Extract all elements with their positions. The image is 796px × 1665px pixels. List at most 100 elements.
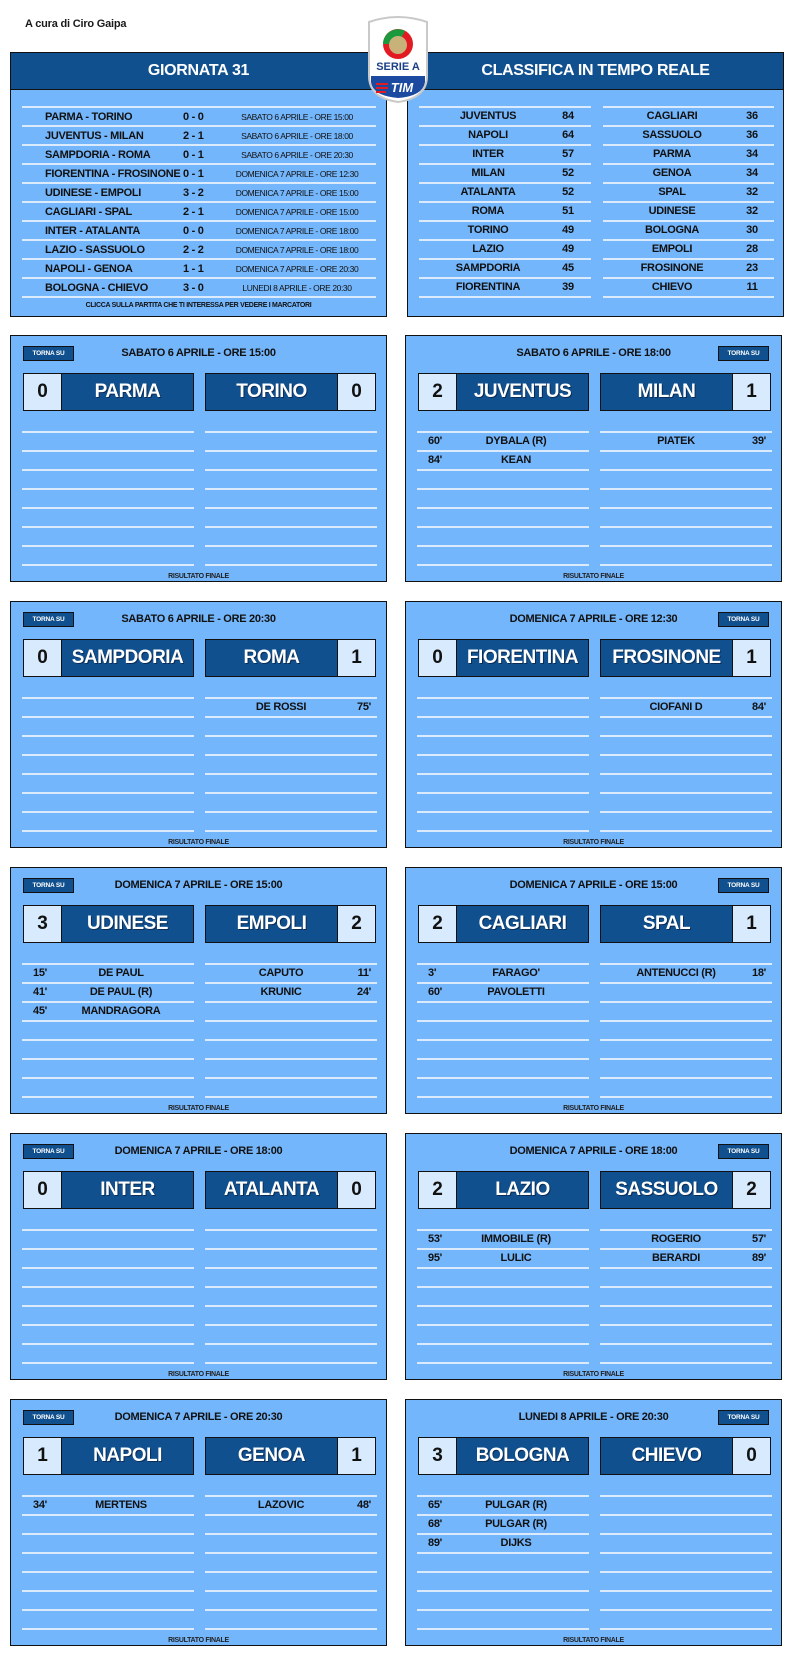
scorer-divider: [600, 811, 772, 813]
standing-team: SASSUOLO: [642, 129, 702, 141]
match-date: DOMENICA 7 APRILE - ORE 15:00: [509, 879, 678, 891]
scorer-divider: [205, 963, 377, 965]
away-team-box: MILAN 1: [600, 373, 771, 411]
match-panel: TORNA SU DOMENICA 7 APRILE - ORE 15:00 2 CA…: [405, 867, 782, 1114]
scorer-divider: [205, 982, 377, 984]
standing-points: 52: [562, 186, 574, 198]
scorer-divider: [22, 830, 194, 832]
back-to-top-button[interactable]: TORNA SU: [718, 1410, 769, 1425]
scorer-divider: [417, 1020, 589, 1022]
standing-team: CAGLIARI: [646, 110, 698, 122]
row-divider: [419, 296, 591, 298]
back-to-top-button[interactable]: TORNA SU: [718, 612, 769, 627]
fixture-row[interactable]: CAGLIARI - SPAL 2 - 1 DOMENICA 7 APRILE - …: [22, 203, 376, 222]
away-score: 2: [337, 906, 375, 942]
standing-points: 11: [746, 281, 758, 293]
fixture-row[interactable]: LAZIO - SASSUOLO 2 - 2 DOMENICA 7 APRILE -…: [22, 241, 376, 260]
fixture-teams: CAGLIARI - SPAL: [45, 206, 132, 218]
back-to-top-button[interactable]: TORNA SU: [23, 612, 74, 627]
back-to-top-button[interactable]: TORNA SU: [23, 1410, 74, 1425]
scorer-divider: [600, 1609, 772, 1611]
standing-team: FIORENTINA: [455, 281, 521, 293]
scorer-divider: [600, 469, 772, 471]
row-divider: [419, 163, 591, 165]
fixture-teams: BOLOGNA - CHIEVO: [45, 282, 148, 294]
scorer-divider: [22, 792, 194, 794]
final-result-label: RISULTATO FINALE: [563, 1371, 624, 1378]
home-score: 1: [24, 1438, 62, 1474]
fixture-row[interactable]: UDINESE - EMPOLI 3 - 2 DOMENICA 7 APRILE -…: [22, 184, 376, 203]
scorer-divider: [22, 697, 194, 699]
fixture-row[interactable]: PARMA - TORINO 0 - 0 SABATO 6 APRILE - ORE…: [22, 108, 376, 127]
back-to-top-button[interactable]: TORNA SU: [718, 878, 769, 893]
fixture-row[interactable]: FIORENTINA - FROSINONE 0 - 1 DOMENICA 7 AP…: [22, 165, 376, 184]
fixture-score: 1 - 1: [183, 263, 204, 275]
away-scorer-minute: 84': [752, 701, 766, 713]
home-score: 0: [419, 640, 457, 676]
fixture-score: 3 - 2: [183, 187, 204, 199]
scorer-divider: [417, 716, 589, 718]
home-scorer-minute: 45': [33, 1005, 47, 1017]
away-scorer-name: CAPUTO: [258, 967, 304, 979]
scorer-divider: [600, 1267, 772, 1269]
home-team-name: CAGLIARI: [478, 913, 567, 934]
back-to-top-button[interactable]: TORNA SU: [23, 346, 74, 361]
away-score: 0: [337, 1172, 375, 1208]
scorer-divider: [417, 1248, 589, 1250]
standing-team: SPAL: [658, 186, 686, 198]
scorer-divider: [22, 1552, 194, 1554]
scorer-divider: [205, 1571, 377, 1573]
fixture-score: 0 - 1: [183, 168, 204, 180]
standing-points: 34: [746, 148, 758, 160]
home-scorer-name: IMMOBILE (R): [481, 1233, 551, 1245]
scorer-divider: [600, 1495, 772, 1497]
home-team-name: FIORENTINA: [466, 647, 579, 668]
scorer-divider: [22, 1533, 194, 1535]
away-scorer-name: CIOFANI D: [649, 701, 703, 713]
scorer-divider: [600, 526, 772, 528]
scorer-divider: [205, 1020, 377, 1022]
final-result-label: RISULTATO FINALE: [168, 573, 229, 580]
home-score: 0: [24, 1172, 62, 1208]
scorer-divider: [417, 450, 589, 452]
scorer-divider: [600, 450, 772, 452]
fixture-teams: LAZIO - SASSUOLO: [45, 244, 145, 256]
match-panel: TORNA SU DOMENICA 7 APRILE - ORE 15:00 3 UD…: [10, 867, 387, 1114]
home-score: 0: [24, 640, 62, 676]
row-divider: [603, 296, 774, 298]
row-divider: [419, 258, 591, 260]
scorer-divider: [22, 1343, 194, 1345]
row-divider: [22, 277, 376, 279]
scorer-divider: [22, 1628, 194, 1630]
away-score: 1: [732, 906, 770, 942]
fixture-row[interactable]: INTER - ATALANTA 0 - 0 DOMENICA 7 APRILE -…: [22, 222, 376, 241]
row-divider: [419, 182, 591, 184]
away-scorer-name: KRUNIC: [260, 986, 302, 998]
scorer-divider: [205, 1305, 377, 1307]
fixture-row[interactable]: SAMPDORIA - ROMA 0 - 1 SABATO 6 APRILE - O…: [22, 146, 376, 165]
back-to-top-button[interactable]: TORNA SU: [718, 346, 769, 361]
standing-team: BOLOGNA: [644, 224, 700, 236]
scorer-divider: [417, 1343, 589, 1345]
back-to-top-button[interactable]: TORNA SU: [23, 1144, 74, 1159]
scorer-divider: [417, 754, 589, 756]
fixture-row[interactable]: JUVENTUS - MILAN 2 - 1 SABATO 6 APRILE - O…: [22, 127, 376, 146]
away-score: 1: [337, 1438, 375, 1474]
back-to-top-button[interactable]: TORNA SU: [718, 1144, 769, 1159]
scorer-divider: [205, 1001, 377, 1003]
home-scorer-minute: 84': [428, 454, 442, 466]
scorer-divider: [22, 450, 194, 452]
scorer-divider: [600, 545, 772, 547]
scorer-divider: [22, 1571, 194, 1573]
away-team-name: ATALANTA: [223, 1179, 320, 1200]
match-date: DOMENICA 7 APRILE - ORE 15:00: [114, 879, 283, 891]
away-score: 1: [732, 374, 770, 410]
fixture-teams: NAPOLI - GENOA: [45, 263, 133, 275]
back-to-top-button[interactable]: TORNA SU: [23, 878, 74, 893]
fixture-row[interactable]: BOLOGNA - CHIEVO 3 - 0 LUNEDI 8 APRILE - O…: [22, 279, 376, 298]
match-panel: TORNA SU SABATO 6 APRILE - ORE 18:00 2 JUVE…: [405, 335, 782, 582]
away-team-box: SASSUOLO 2: [600, 1171, 771, 1209]
scorer-divider: [22, 754, 194, 756]
scorer-divider: [417, 1096, 589, 1098]
fixture-row[interactable]: NAPOLI - GENOA 1 - 1 DOMENICA 7 APRILE - O…: [22, 260, 376, 279]
